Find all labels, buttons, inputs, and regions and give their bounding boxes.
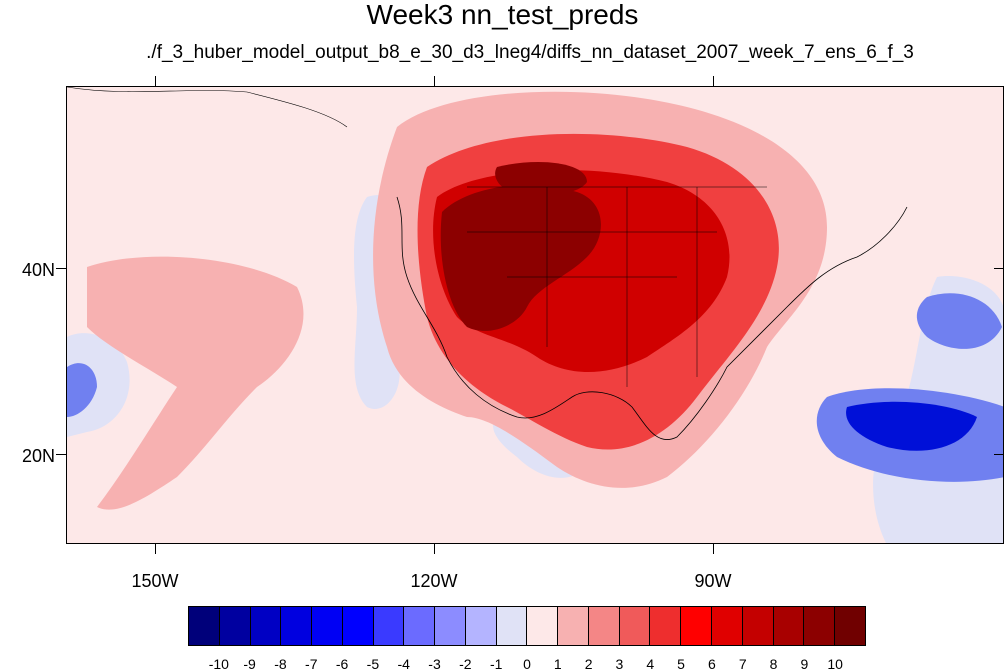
colorbar-cell bbox=[435, 607, 466, 645]
colorbar-label: 8 bbox=[769, 656, 778, 672]
tick-left-40n bbox=[56, 268, 66, 269]
colorbar-cell bbox=[712, 607, 743, 645]
tick-left-20n bbox=[56, 454, 66, 455]
colorbar-label: -8 bbox=[274, 656, 287, 672]
colorbar-label: -7 bbox=[305, 656, 318, 672]
blue-region-north-atlantic bbox=[916, 293, 1002, 349]
colorbar-label: -4 bbox=[397, 656, 410, 672]
colorbar-cell bbox=[742, 607, 774, 645]
colorbar-cell bbox=[250, 607, 282, 645]
colorbar-label: 4 bbox=[646, 656, 655, 672]
colorbar-cell bbox=[835, 607, 865, 645]
colorbar-label: -3 bbox=[428, 656, 441, 672]
colorbar-label: 1 bbox=[553, 656, 562, 672]
colorbar-cell bbox=[312, 607, 343, 645]
light-red-region-pacific bbox=[87, 256, 304, 510]
coastline bbox=[396, 196, 908, 440]
colorbar-cell bbox=[527, 607, 559, 645]
colorbar-label: -2 bbox=[459, 656, 472, 672]
tick-bottom-150w bbox=[155, 544, 156, 554]
lon-label-150w: 150W bbox=[131, 571, 179, 591]
colorbar-cell bbox=[465, 607, 497, 645]
colorbar-label: 5 bbox=[677, 656, 685, 672]
colorbar-cell bbox=[219, 607, 251, 645]
tick-top-120w bbox=[434, 76, 435, 86]
lat-label-40n: 40N bbox=[22, 260, 56, 280]
colorbar-cell bbox=[650, 607, 682, 645]
colorbar-cell bbox=[342, 607, 374, 645]
lon-label-120w: 120W bbox=[410, 571, 458, 591]
colorbar-cell bbox=[619, 607, 651, 645]
darkest-red-region-north bbox=[495, 162, 587, 195]
colorbar-cell bbox=[404, 607, 436, 645]
colorbar-label: 2 bbox=[584, 656, 593, 672]
alaska-coastline bbox=[67, 87, 348, 128]
colorbar-label: -10 bbox=[208, 656, 229, 672]
anomaly-map bbox=[66, 86, 1004, 544]
colorbar-cell bbox=[588, 607, 620, 645]
colorbar-label: 0 bbox=[523, 656, 531, 672]
colorbar-cell bbox=[373, 607, 405, 645]
tick-top-150w bbox=[155, 76, 156, 86]
colorbar-cell bbox=[558, 607, 589, 645]
colorbar-cell bbox=[189, 607, 220, 645]
tick-bottom-90w bbox=[713, 544, 714, 554]
blue-region-west bbox=[67, 363, 97, 417]
colorbar-label: -5 bbox=[366, 656, 380, 672]
colorbar-label: 10 bbox=[827, 656, 843, 672]
colorbar-label: 7 bbox=[738, 656, 747, 672]
colorbar-label: 3 bbox=[615, 656, 624, 672]
lat-label-20n: 20N bbox=[22, 446, 56, 466]
map-field bbox=[67, 87, 1003, 543]
colorbar-cell bbox=[681, 607, 713, 645]
colorbar-cell bbox=[773, 607, 805, 645]
lon-label-90w: 90W bbox=[694, 571, 732, 591]
colorbar-label: -6 bbox=[335, 656, 349, 672]
tick-right-40n bbox=[994, 268, 1004, 269]
colorbar-cell bbox=[496, 607, 528, 645]
light-blue-region-west bbox=[67, 333, 130, 437]
colorbar-label: 6 bbox=[708, 656, 716, 672]
deep-blue-region bbox=[846, 401, 977, 451]
colorbar-cell bbox=[804, 607, 836, 645]
colorbar-cell bbox=[281, 607, 313, 645]
colorbar-label: -1 bbox=[489, 656, 503, 672]
plot-subtitle: ./f_3_huber_model_output_b8_e_30_d3_lneg… bbox=[146, 42, 914, 63]
darkest-red-region-west bbox=[440, 184, 601, 331]
colorbar-label: -9 bbox=[243, 656, 256, 672]
plot-title: Week3 nn_test_preds bbox=[366, 0, 639, 30]
tick-bottom-120w bbox=[434, 544, 435, 554]
tick-top-90w bbox=[713, 76, 714, 86]
tick-right-20n bbox=[994, 454, 1004, 455]
state-borders bbox=[467, 186, 767, 387]
colorbar bbox=[188, 606, 866, 646]
colorbar-label: 9 bbox=[800, 656, 809, 672]
